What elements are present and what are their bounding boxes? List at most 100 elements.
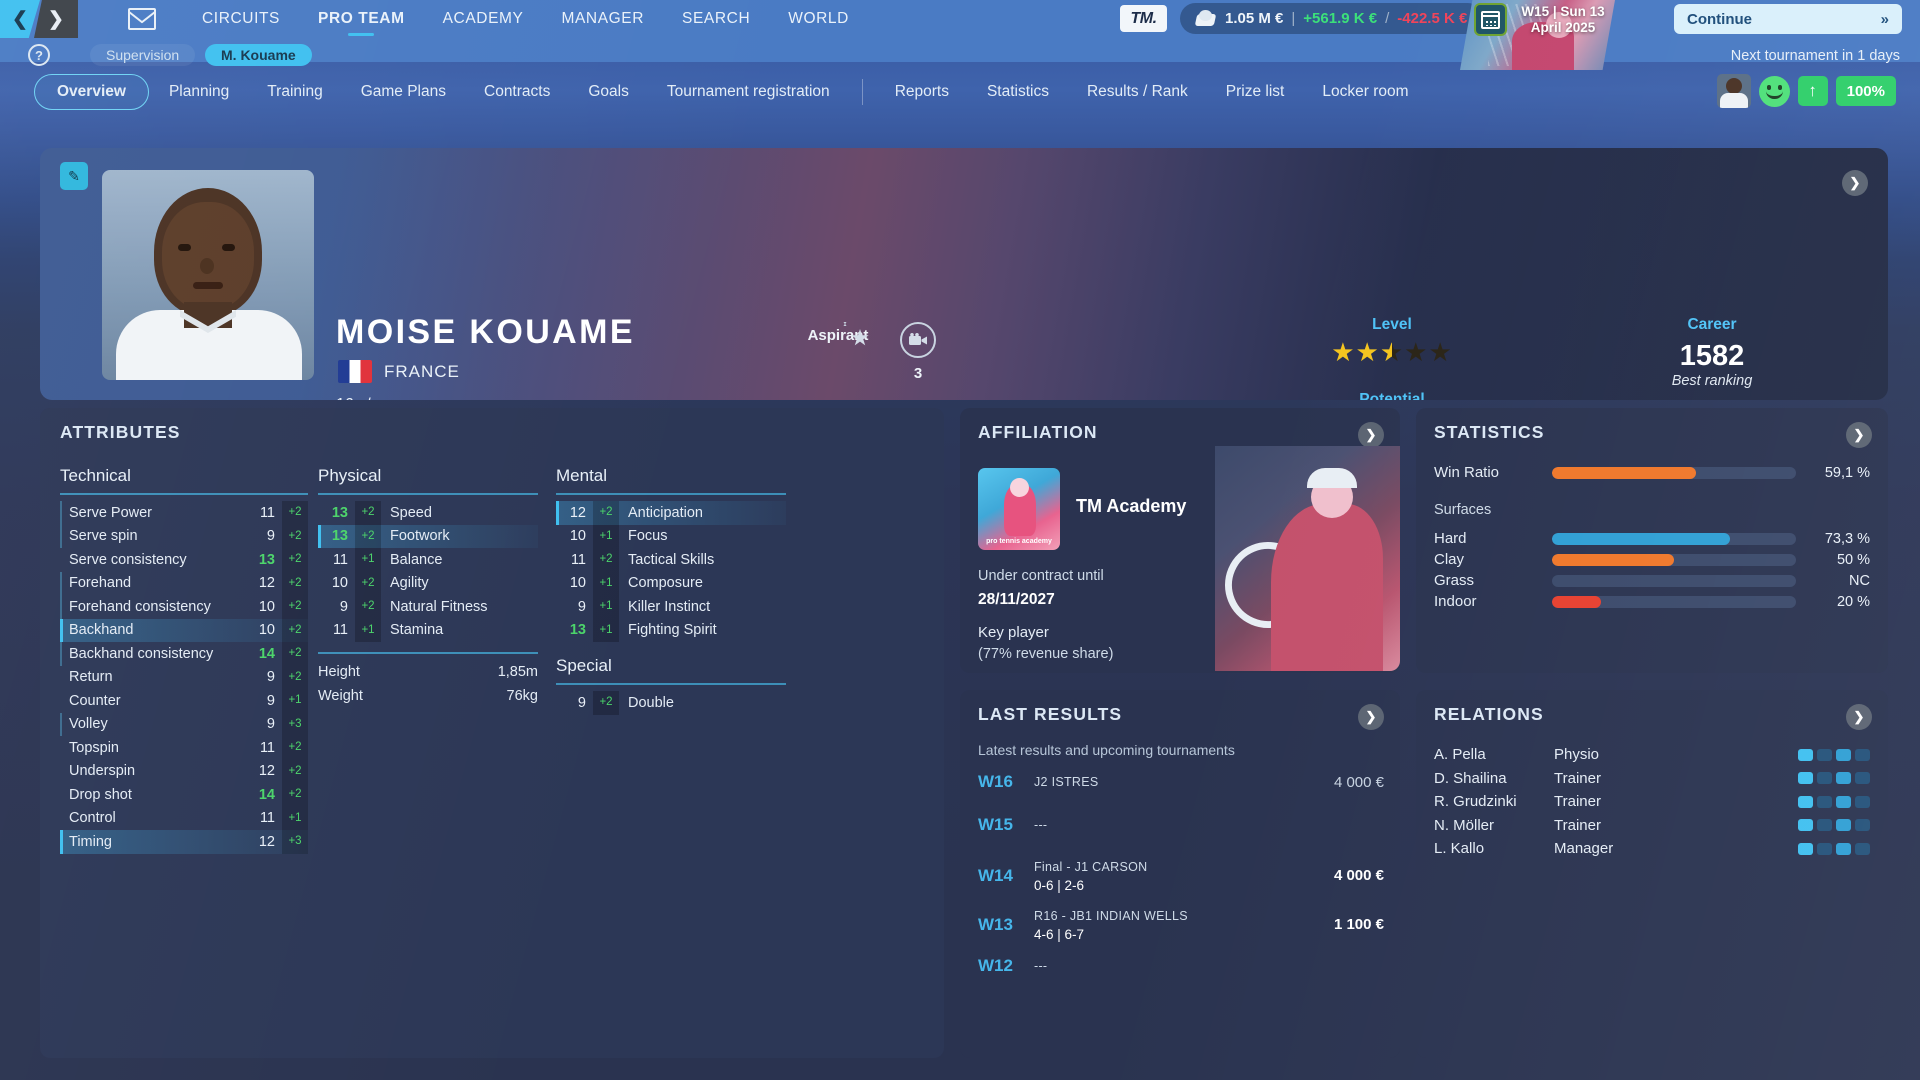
menu-item-manager[interactable]: MANAGER — [561, 10, 645, 27]
attribute-name: Backhand — [69, 622, 134, 639]
menu-item-pro-team[interactable]: PRO TEAM — [316, 0, 407, 40]
condition-badge[interactable]: 100% — [1835, 76, 1896, 106]
attribute-delta: +2 — [282, 548, 308, 572]
relation-icons — [1684, 772, 1870, 784]
double-chevron-right-icon: » — [1880, 10, 1889, 28]
attribute-name: Speed — [390, 504, 432, 521]
tab-statistics[interactable]: Statistics — [986, 83, 1049, 100]
breadcrumb-player[interactable]: M. Kouame — [205, 44, 312, 66]
menu-item-search[interactable]: SEARCH — [682, 10, 751, 27]
result-row[interactable]: W15 --- — [978, 815, 1384, 835]
attribute-row[interactable]: Volley 9 +3 — [60, 712, 308, 736]
relation-row[interactable]: D. Shailina Trainer — [1434, 770, 1870, 787]
attribute-row[interactable]: 13 +2 Speed — [318, 501, 538, 525]
attribute-row[interactable]: 11 +2 Tactical Skills — [556, 548, 786, 572]
relation-row[interactable]: L. Kallo Manager — [1434, 840, 1870, 857]
attribute-row[interactable]: 9 +2 Double — [556, 691, 786, 715]
attribute-row[interactable]: 11 +1 Stamina — [318, 618, 538, 642]
tab-locker-room[interactable]: Locker room — [1322, 83, 1409, 100]
affiliation-expand-button[interactable]: ❯ — [1358, 422, 1384, 448]
tab-reports[interactable]: Reports — [894, 83, 949, 100]
attribute-row[interactable]: 10 +1 Focus — [556, 524, 786, 548]
mail-icon[interactable] — [128, 8, 156, 30]
attribute-delta: +2 — [355, 595, 381, 619]
last-results-expand-button[interactable]: ❯ — [1358, 704, 1384, 730]
attribute-row[interactable]: Forehand consistency 10 +2 — [60, 595, 308, 619]
money-icon — [1194, 10, 1217, 27]
result-row[interactable]: W14 Final - J1 CARSON 0-6 | 2-6 4 000 € — [978, 858, 1384, 893]
avatar[interactable] — [1716, 74, 1751, 108]
calendar-button[interactable] — [1474, 3, 1507, 36]
tab-training[interactable]: Training — [267, 83, 323, 100]
finance-summary[interactable]: 1.05 M € | +561.9 K € / -422.5 K € — [1180, 3, 1484, 34]
continue-button[interactable]: Continue » — [1674, 4, 1902, 34]
attribute-row[interactable]: Backhand 10 +2 — [60, 618, 308, 642]
edit-player-button[interactable]: ✎ — [60, 162, 88, 190]
physical-extra-row: Height 1,85m — [318, 660, 538, 684]
result-week: W14 — [978, 865, 1013, 885]
attribute-row[interactable]: Serve Power 11 +2 — [60, 501, 308, 525]
relation-row[interactable]: N. Möller Trainer — [1434, 817, 1870, 834]
attribute-value: 11 — [332, 622, 348, 639]
tab-game-plans[interactable]: Game Plans — [360, 83, 446, 100]
result-row[interactable]: W12 --- — [978, 956, 1384, 976]
attribute-row[interactable]: 10 +1 Composure — [556, 571, 786, 595]
tab-goals[interactable]: Goals — [588, 83, 629, 100]
attribute-row[interactable]: 9 +2 Natural Fitness — [318, 595, 538, 619]
affiliation-panel: AFFILIATION ❯ pro tennis academy TM Acad… — [960, 408, 1400, 673]
menu-item-world[interactable]: WORLD — [788, 10, 849, 27]
surface-bar — [1552, 574, 1796, 587]
attribute-row[interactable]: Topspin 11 +2 — [60, 736, 308, 760]
attribute-row[interactable]: Drop shot 14 +2 — [60, 783, 308, 807]
breadcrumb-supervision[interactable]: Supervision — [90, 44, 196, 66]
relation-status-icon — [1817, 748, 1832, 761]
attribute-row[interactable]: Serve spin 9 +2 — [60, 524, 308, 548]
menu-item-circuits[interactable]: CIRCUITS — [202, 10, 280, 27]
relation-row[interactable]: R. Grudzinki Trainer — [1434, 793, 1870, 810]
relation-status-icon — [1798, 819, 1813, 831]
attribute-row[interactable]: 9 +1 Killer Instinct — [556, 595, 786, 619]
attribute-delta: +2 — [282, 642, 308, 666]
attribute-row[interactable]: Underspin 12 +2 — [60, 759, 308, 783]
attribute-row[interactable]: 12 +2 Anticipation — [556, 501, 786, 525]
tab-prize-list[interactable]: Prize list — [1225, 83, 1285, 100]
help-icon[interactable]: ? — [28, 44, 50, 66]
tab-contracts[interactable]: Contracts — [484, 83, 551, 100]
attribute-row[interactable]: Timing 12 +3 — [60, 830, 308, 854]
nav-forward-button[interactable]: ❯ — [34, 0, 78, 38]
attribute-row[interactable]: Forehand 12 +2 — [60, 571, 308, 595]
result-row[interactable]: W16 J2 ISTRES 4 000 € — [978, 772, 1384, 792]
player-card-expand-button[interactable]: ❯ — [1842, 170, 1868, 196]
attribute-row[interactable]: Serve consistency 13 +2 — [60, 548, 308, 572]
tab-tournament-registration[interactable]: Tournament registration — [666, 83, 830, 100]
attribute-row[interactable]: 11 +1 Balance — [318, 548, 538, 572]
attribute-row[interactable]: Counter 9 +1 — [60, 689, 308, 713]
relation-status-icon — [1855, 772, 1870, 784]
attribute-row[interactable]: 10 +2 Agility — [318, 571, 538, 595]
nav-back-button[interactable]: ❮ — [0, 0, 40, 38]
attribute-row[interactable]: Backhand consistency 14 +2 — [60, 642, 308, 666]
attribute-delta: +2 — [282, 783, 308, 807]
surface-name: Grass — [1434, 572, 1475, 589]
main-menu: CIRCUITS PRO TEAM ACADEMY MANAGER SEARCH… — [200, 0, 851, 40]
attribute-name: Serve consistency — [69, 551, 187, 568]
menu-item-academy[interactable]: ACADEMY — [442, 10, 524, 27]
nav-toggle[interactable]: ❮ ❯ — [0, 0, 78, 38]
attribute-delta: +2 — [593, 691, 619, 715]
relation-row[interactable]: A. Pella Physio — [1434, 746, 1870, 763]
attribute-name: Backhand consistency — [69, 645, 214, 662]
tab-overview[interactable]: Overview — [34, 74, 149, 110]
form-arrow-up-icon[interactable]: ↑ — [1797, 76, 1828, 106]
morale-icon[interactable] — [1758, 75, 1790, 107]
tab-results-rank[interactable]: Results / Rank — [1086, 83, 1188, 100]
relation-icons — [1684, 819, 1870, 831]
result-row[interactable]: W13 R16 - JB1 INDIAN WELLS 4-6 | 6-7 1 100 … — [978, 907, 1384, 942]
attribute-row[interactable]: 13 +2 Footwork — [318, 524, 538, 548]
attribute-row[interactable]: Control 11 +1 — [60, 806, 308, 830]
attribute-row[interactable]: Return 9 +2 — [60, 665, 308, 689]
relations-expand-button[interactable]: ❯ — [1846, 704, 1872, 730]
attribute-row[interactable]: 13 +1 Fighting Spirit — [556, 618, 786, 642]
tab-planning[interactable]: Planning — [168, 83, 230, 100]
potential-block: Potential ★★★★★ — [1302, 391, 1482, 400]
statistics-expand-button[interactable]: ❯ — [1846, 422, 1872, 448]
